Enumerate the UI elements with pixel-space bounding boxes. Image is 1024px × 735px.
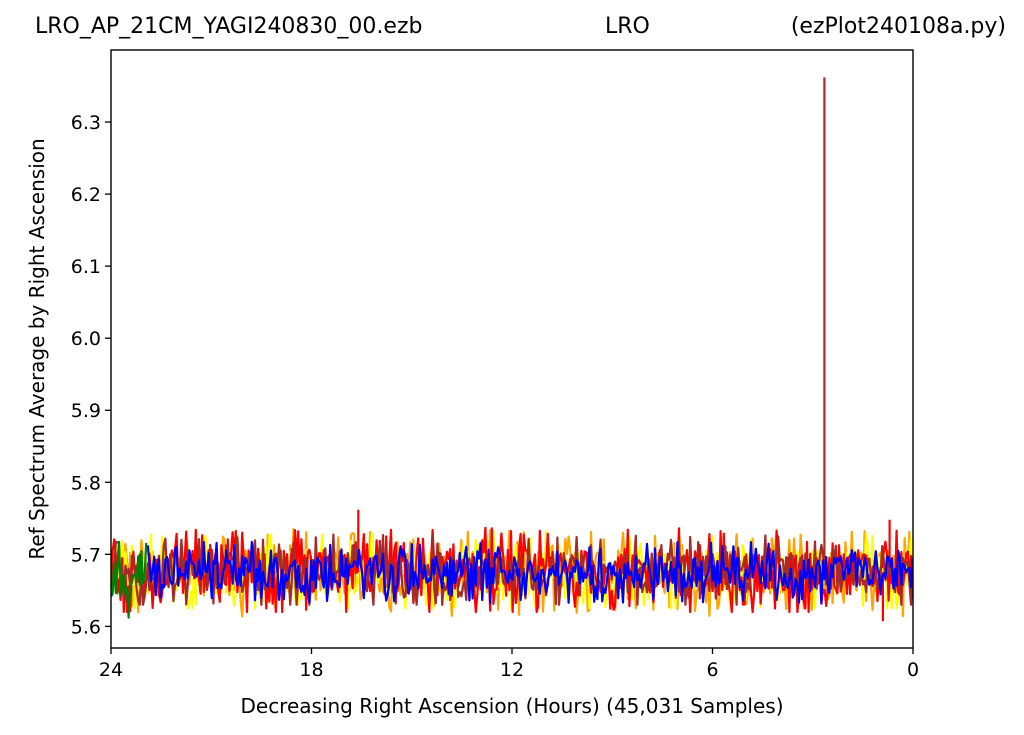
plot-title-filename: LRO_AP_21CM_YAGI240830_00.ezb [35, 14, 423, 39]
y-tick-label: 5.9 [71, 400, 101, 422]
x-axis-label: Decreasing Right Ascension (Hours) (45,0… [240, 694, 783, 718]
y-axis: 5.6 5.7 5.8 5.9 6.0 6.1 6.2 6.3 [71, 112, 111, 638]
y-tick-label: 6.2 [71, 184, 101, 206]
y-tick-label: 6.0 [71, 328, 101, 350]
y-tick-label: 6.1 [71, 256, 101, 278]
plot-data [111, 77, 913, 622]
series-line-3 [111, 509, 913, 622]
plot-title-station: LRO [605, 14, 650, 39]
x-axis: 24 18 12 6 0 [99, 648, 919, 681]
plot-title-script: (ezPlot240108a.py) [790, 14, 1006, 39]
y-tick-label: 5.8 [71, 472, 101, 494]
y-axis-label: Ref Spectrum Average by Right Ascension [25, 138, 49, 559]
x-tick-label: 6 [706, 659, 718, 681]
y-tick-label: 5.6 [71, 616, 101, 638]
series-line-4 [111, 77, 913, 606]
y-tick-label: 6.3 [71, 112, 101, 134]
x-tick-label: 12 [500, 659, 524, 681]
y-tick-label: 5.7 [71, 544, 101, 566]
x-tick-label: 18 [299, 659, 323, 681]
x-tick-label: 0 [907, 659, 919, 681]
series-line-6 [146, 540, 913, 605]
x-tick-label: 24 [99, 659, 123, 681]
series-line-5 [111, 540, 148, 619]
